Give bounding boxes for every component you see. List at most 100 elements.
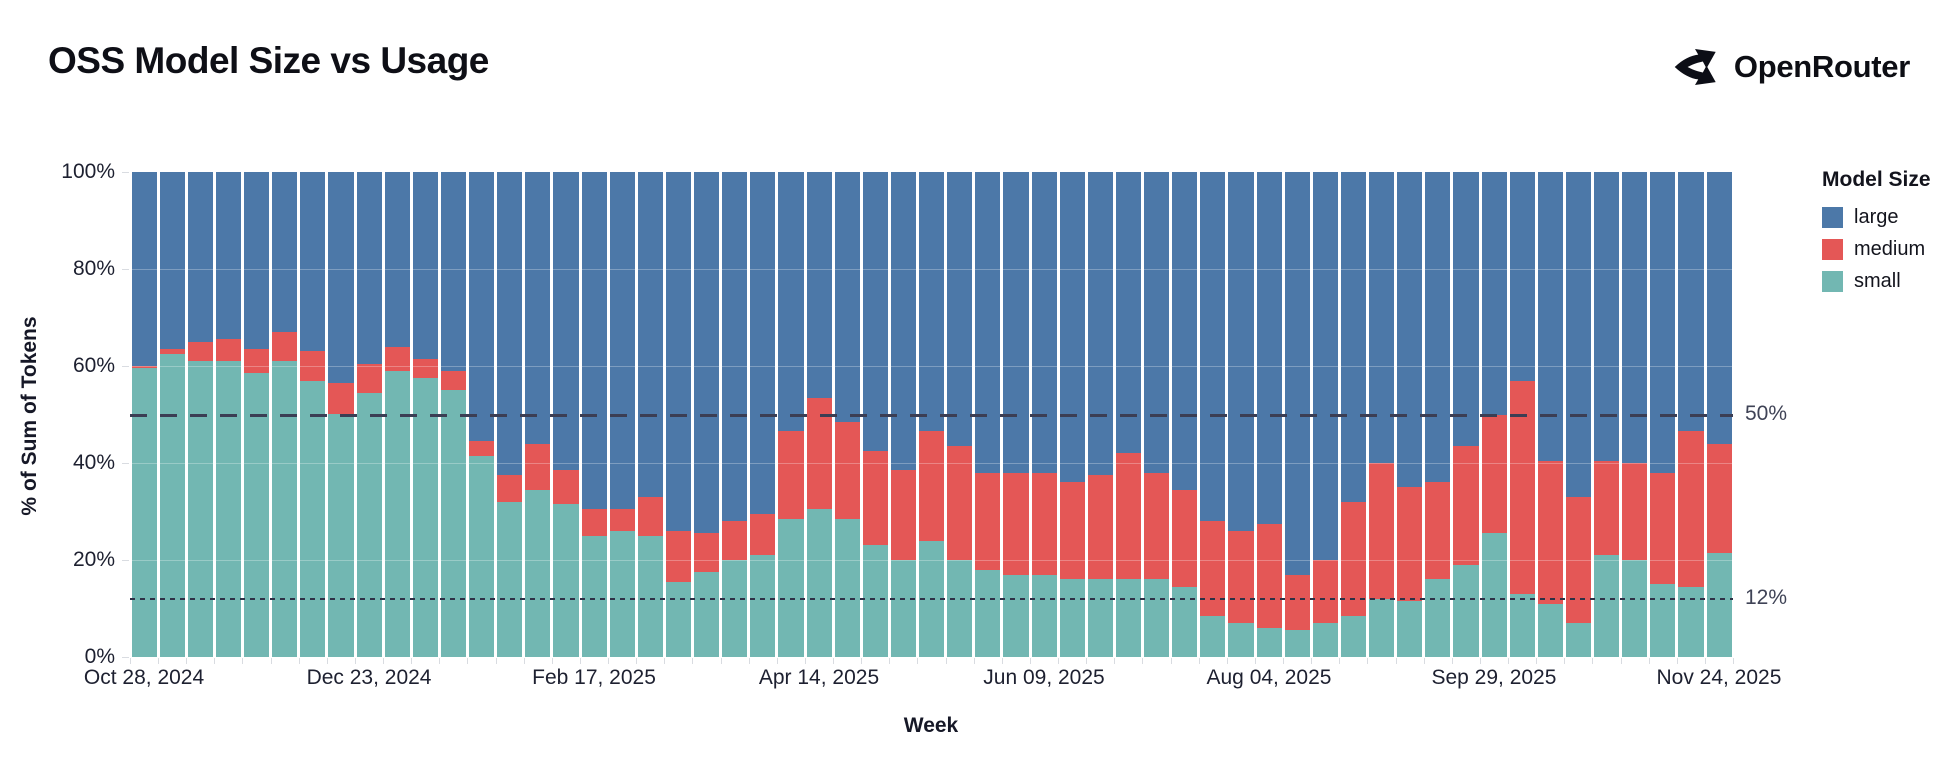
segment-large[interactable] <box>440 172 466 371</box>
segment-large[interactable] <box>497 172 523 476</box>
bar-week-2025-06-09[interactable] <box>1031 172 1057 657</box>
segment-small[interactable] <box>1031 574 1057 657</box>
segment-large[interactable] <box>244 172 270 350</box>
bar-week-2024-11-11[interactable] <box>187 172 213 657</box>
segment-large[interactable] <box>1678 172 1704 432</box>
bar-week-2025-08-11[interactable] <box>1284 172 1310 657</box>
segment-large[interactable] <box>272 172 298 333</box>
segment-small[interactable] <box>890 559 916 657</box>
segment-large[interactable] <box>1537 172 1563 461</box>
bar-week-2024-11-18[interactable] <box>215 172 241 657</box>
bar-week-2024-11-04[interactable] <box>159 172 185 657</box>
segment-large[interactable] <box>609 172 635 510</box>
bar-week-2025-04-07[interactable] <box>778 172 804 657</box>
segment-small[interactable] <box>497 501 523 657</box>
segment-small[interactable] <box>1144 579 1170 657</box>
segment-small[interactable] <box>609 530 635 657</box>
segment-medium[interactable] <box>834 421 860 519</box>
segment-medium[interactable] <box>215 339 241 362</box>
segment-medium[interactable] <box>947 446 973 560</box>
segment-medium[interactable] <box>1284 574 1310 631</box>
segment-large[interactable] <box>806 172 832 398</box>
bar-week-2025-11-10[interactable] <box>1650 172 1676 657</box>
segment-large[interactable] <box>159 172 185 350</box>
segment-medium[interactable] <box>525 443 551 490</box>
segment-medium[interactable] <box>300 351 326 381</box>
segment-small[interactable] <box>665 581 691 657</box>
segment-small[interactable] <box>469 455 495 657</box>
segment-medium[interactable] <box>750 513 776 556</box>
bar-week-2025-08-04[interactable] <box>1256 172 1282 657</box>
segment-large[interactable] <box>750 172 776 514</box>
bar-week-2025-02-10[interactable] <box>553 172 579 657</box>
segment-large[interactable] <box>637 172 663 497</box>
segment-medium[interactable] <box>356 363 382 393</box>
segment-large[interactable] <box>525 172 551 444</box>
bar-week-2025-01-06[interactable] <box>412 172 438 657</box>
bar-week-2025-10-27[interactable] <box>1594 172 1620 657</box>
segment-medium[interactable] <box>553 470 579 505</box>
segment-small[interactable] <box>1622 560 1648 657</box>
segment-small[interactable] <box>1059 579 1085 657</box>
segment-large[interactable] <box>1031 172 1057 473</box>
segment-medium[interactable] <box>1622 463 1648 560</box>
segment-medium[interactable] <box>1594 460 1620 556</box>
segment-medium[interactable] <box>244 349 270 374</box>
bar-week-2025-10-20[interactable] <box>1565 172 1591 657</box>
bar-week-2025-06-30[interactable] <box>1115 172 1141 657</box>
segment-medium[interactable] <box>131 366 157 369</box>
segment-large[interactable] <box>1509 172 1535 381</box>
segment-small[interactable] <box>1594 555 1620 657</box>
segment-small[interactable] <box>750 555 776 657</box>
segment-small[interactable] <box>384 370 410 657</box>
bar-week-2025-11-24[interactable] <box>1706 172 1732 657</box>
segment-large[interactable] <box>328 172 354 383</box>
segment-large[interactable] <box>1087 172 1113 476</box>
segment-large[interactable] <box>1228 172 1254 531</box>
segment-large[interactable] <box>947 172 973 447</box>
segment-large[interactable] <box>1650 172 1676 473</box>
segment-medium[interactable] <box>384 346 410 371</box>
segment-small[interactable] <box>1481 533 1507 657</box>
segment-small[interactable] <box>525 489 551 657</box>
bar-week-2025-05-12[interactable] <box>919 172 945 657</box>
segment-large[interactable] <box>862 172 888 451</box>
bar-week-2025-01-27[interactable] <box>497 172 523 657</box>
segment-large[interactable] <box>1565 172 1591 497</box>
segment-small[interactable] <box>1650 584 1676 657</box>
segment-medium[interactable] <box>1565 496 1591 624</box>
segment-small[interactable] <box>440 390 466 657</box>
segment-medium[interactable] <box>1312 560 1338 624</box>
segment-large[interactable] <box>722 172 748 522</box>
segment-small[interactable] <box>1369 598 1395 657</box>
segment-medium[interactable] <box>328 382 354 415</box>
segment-small[interactable] <box>1453 564 1479 657</box>
segment-medium[interactable] <box>722 521 748 560</box>
segment-large[interactable] <box>1144 172 1170 473</box>
segment-small[interactable] <box>159 353 185 657</box>
segment-medium[interactable] <box>1144 472 1170 580</box>
bar-week-2025-07-21[interactable] <box>1200 172 1226 657</box>
segment-medium[interactable] <box>1706 443 1732 553</box>
segment-large[interactable] <box>384 172 410 347</box>
bar-week-2025-06-02[interactable] <box>1003 172 1029 657</box>
brand-link[interactable]: OpenRouter <box>1672 44 1910 90</box>
segment-small[interactable] <box>806 509 832 657</box>
segment-small[interactable] <box>272 361 298 657</box>
segment-small[interactable] <box>834 518 860 657</box>
segment-large[interactable] <box>356 172 382 364</box>
segment-medium[interactable] <box>609 509 635 531</box>
segment-medium[interactable] <box>1031 472 1057 575</box>
segment-medium[interactable] <box>1172 489 1198 587</box>
segment-medium[interactable] <box>1200 521 1226 616</box>
bar-week-2024-12-02[interactable] <box>272 172 298 657</box>
segment-large[interactable] <box>1312 172 1338 560</box>
segment-medium[interactable] <box>1256 523 1282 628</box>
bar-week-2025-01-20[interactable] <box>469 172 495 657</box>
segment-small[interactable] <box>215 361 241 657</box>
segment-medium[interactable] <box>890 470 916 560</box>
bar-week-2024-10-28[interactable] <box>131 172 157 657</box>
bar-week-2025-10-13[interactable] <box>1537 172 1563 657</box>
segment-small[interactable] <box>1340 615 1366 657</box>
segment-medium[interactable] <box>1228 530 1254 624</box>
